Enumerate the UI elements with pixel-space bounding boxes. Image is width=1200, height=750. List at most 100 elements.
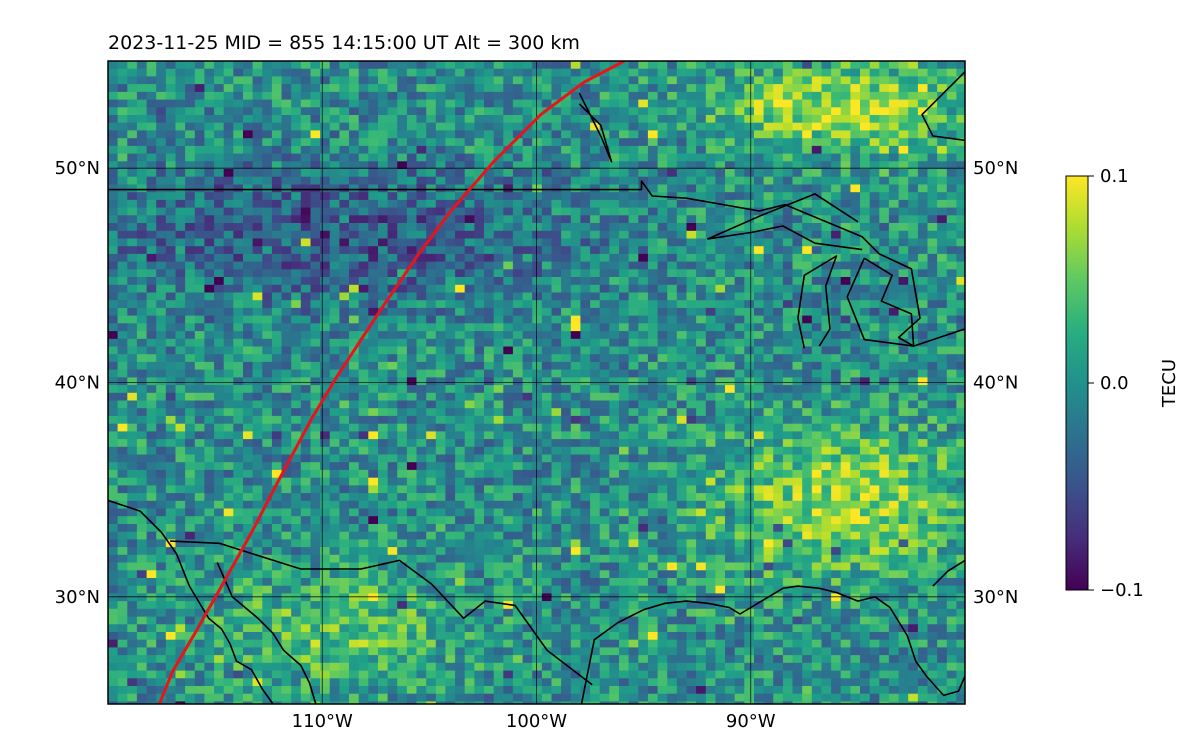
heatmap-cell	[811, 439, 822, 448]
heatmap-cell	[898, 369, 909, 378]
heatmap-cell	[368, 392, 379, 402]
heatmap-cell	[339, 238, 350, 247]
heatmap-cell	[628, 84, 639, 93]
heatmap-cell	[291, 238, 302, 247]
heatmap-cell	[532, 61, 543, 70]
heatmap-cell	[667, 230, 678, 240]
heatmap-cell	[368, 199, 379, 209]
heatmap-cell	[811, 462, 822, 471]
heatmap-cell	[185, 400, 196, 409]
heatmap-cell	[744, 246, 755, 255]
heatmap-cell	[561, 215, 572, 224]
heatmap-cell	[754, 199, 765, 209]
heatmap-cell	[503, 485, 514, 494]
heatmap-cell	[464, 385, 475, 394]
heatmap-cell	[281, 61, 292, 70]
heatmap-cell	[734, 385, 745, 394]
heatmap-cell	[136, 462, 148, 471]
heatmap-cell	[329, 408, 340, 417]
heatmap-cell	[676, 184, 687, 193]
heatmap-cell	[320, 169, 331, 178]
heatmap-cell	[503, 169, 514, 178]
heatmap-cell	[686, 246, 697, 255]
heatmap-cell	[368, 284, 379, 294]
heatmap-cell	[802, 277, 813, 286]
heatmap-cell	[349, 331, 360, 340]
heatmap-cell	[532, 84, 543, 93]
heatmap-cell	[165, 284, 176, 294]
heatmap-cell	[676, 477, 687, 486]
heatmap-cell	[744, 469, 755, 479]
heatmap-cell	[339, 408, 350, 417]
heatmap-cell	[937, 369, 948, 378]
heatmap-cell	[512, 246, 524, 255]
heatmap-cell	[590, 415, 601, 425]
heatmap-cell	[657, 115, 668, 124]
heatmap-cell	[609, 392, 620, 402]
heatmap-cell	[406, 76, 418, 85]
heatmap-cell	[908, 392, 919, 402]
heatmap-cell	[773, 246, 784, 255]
heatmap-cell	[541, 361, 553, 371]
heatmap-cell	[175, 454, 186, 463]
heatmap-cell	[464, 446, 475, 456]
heatmap-cell	[127, 223, 138, 232]
heatmap-cell	[262, 377, 273, 386]
heatmap-cell	[734, 99, 745, 108]
heatmap-cell	[406, 439, 418, 448]
heatmap-cell	[541, 277, 553, 286]
heatmap-cell	[609, 477, 620, 486]
heatmap-cell	[667, 439, 678, 448]
heatmap-cell	[349, 169, 360, 178]
heatmap-cell	[484, 261, 495, 270]
heatmap-cell	[609, 223, 620, 232]
heatmap-cell	[512, 192, 524, 201]
heatmap-cell	[840, 76, 851, 85]
heatmap-cell	[117, 76, 128, 85]
heatmap-cell	[464, 253, 475, 263]
heatmap-cell	[233, 323, 244, 332]
heatmap-cell	[512, 253, 524, 263]
heatmap-cell	[146, 338, 157, 348]
heatmap-cell	[310, 477, 321, 486]
heatmap-cell	[599, 107, 610, 116]
heatmap-cell	[532, 300, 543, 309]
heatmap-cell	[503, 377, 514, 386]
heatmap-cell	[686, 369, 697, 378]
heatmap-cell	[599, 145, 610, 155]
heatmap-cell	[416, 315, 427, 324]
heatmap-cell	[831, 408, 842, 417]
heatmap-cell	[358, 400, 369, 409]
heatmap-cell	[734, 61, 745, 70]
heatmap-cell	[329, 439, 340, 448]
heatmap-cell	[262, 446, 273, 456]
heatmap-cell	[522, 176, 533, 185]
heatmap-cell	[802, 377, 813, 386]
heatmap-cell	[426, 192, 437, 201]
heatmap-cell	[705, 277, 716, 286]
heatmap-cell	[850, 323, 861, 332]
heatmap-cell	[136, 307, 148, 317]
heatmap-cell	[397, 284, 408, 294]
heatmap-cell	[406, 284, 418, 294]
heatmap-cell	[676, 153, 687, 162]
heatmap-cell	[281, 199, 292, 209]
heatmap-cell	[474, 454, 485, 463]
heatmap-cell	[233, 277, 244, 286]
heatmap-cell	[214, 361, 225, 371]
heatmap-cell	[676, 423, 687, 432]
heatmap-cell	[763, 446, 774, 456]
heatmap-cell	[204, 99, 215, 108]
heatmap-cell	[387, 230, 398, 240]
heatmap-cell	[754, 292, 765, 301]
heatmap-cell	[628, 145, 639, 155]
heatmap-cell	[329, 469, 340, 479]
heatmap-cell	[551, 361, 562, 371]
heatmap-cell	[108, 261, 119, 270]
heatmap-cell	[310, 485, 321, 494]
heatmap-cell	[522, 346, 533, 355]
heatmap-cell	[908, 462, 919, 471]
heatmap-cell	[609, 485, 620, 494]
heatmap-cell	[252, 91, 263, 101]
heatmap-cell	[397, 207, 408, 216]
